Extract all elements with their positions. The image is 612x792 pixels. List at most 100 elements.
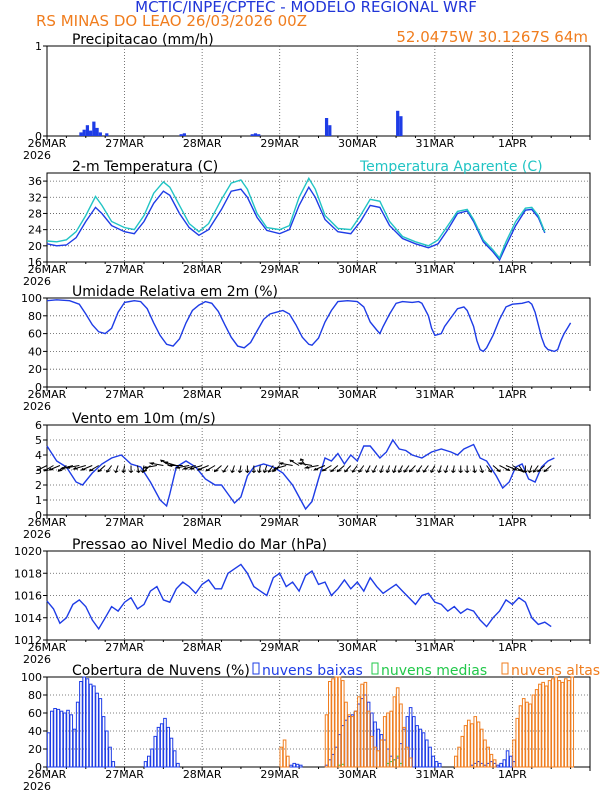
x-tick-label: 1APR — [498, 516, 527, 529]
cloud-bar-nuvens-altas — [563, 678, 568, 768]
cloud-bar-nuvens-altas — [399, 703, 403, 768]
x-tick-label: 27MAR — [105, 137, 144, 150]
cloud-bar-nuvens-baixas — [159, 723, 164, 768]
wind-arrow — [257, 465, 262, 474]
cloud-bar-nuvens-baixas — [166, 726, 171, 768]
wind-arrow — [174, 465, 190, 469]
wind-arrow — [182, 465, 196, 470]
wind-arrow — [230, 465, 235, 474]
x-tick-label: 31MAR — [416, 641, 455, 654]
wind-arrow — [391, 465, 397, 474]
cloud-bar-nuvens-baixas — [502, 759, 507, 768]
precip-bar — [95, 127, 99, 136]
x-tick-label: 1APR — [498, 137, 527, 150]
wind-arrow — [105, 465, 113, 473]
wind-arrow — [451, 465, 456, 474]
x-tick-label: 26MAR — [28, 768, 67, 781]
y-tick-label: 1 — [35, 494, 42, 507]
cloud-bar-nuvens-baixas — [46, 732, 51, 768]
cloud-bar-nuvens-altas — [282, 739, 287, 768]
x-tick-label: 26MAR — [28, 388, 67, 401]
x-tick-label: 29MAR — [260, 641, 299, 654]
x-tick-label: 31MAR — [416, 388, 455, 401]
cloud-bar-nuvens-baixas — [88, 683, 93, 768]
wind-arrow — [486, 465, 493, 473]
panel-title: Precipitacao (mm/h) — [72, 32, 214, 48]
wind-arrow — [214, 465, 222, 473]
x-tick-label: 30MAR — [338, 641, 377, 654]
cloud-bar-nuvens-altas — [463, 725, 468, 768]
precip-bar — [250, 134, 254, 136]
y-tick-label: 0 — [35, 761, 42, 774]
y-tick-label: 60 — [28, 328, 42, 341]
wind-arrow — [443, 465, 449, 474]
wind-arrow — [43, 465, 54, 472]
x-year-label: 2026 — [23, 275, 51, 288]
y-tick-label: 4 — [35, 449, 42, 462]
wind-arrow — [303, 465, 319, 469]
wind-arrow — [162, 461, 177, 466]
x-tick-label: 30MAR — [338, 516, 377, 529]
cloud-bar-nuvens-altas — [376, 750, 381, 768]
cloud-bar-nuvens-altas — [285, 755, 290, 768]
cloud-bar-nuvens-baixas — [172, 750, 177, 768]
wind-arrow — [277, 462, 293, 466]
panel-title: Pressao ao Nivel Medio do Mar (hPa) — [72, 537, 327, 553]
y-tick-label: 40 — [28, 345, 42, 358]
cloud-bar-nuvens-baixas — [143, 761, 148, 768]
cloud-bar-nuvens-baixas — [421, 732, 426, 768]
y-tick-label: 1 — [35, 40, 42, 53]
wind-arrow — [437, 465, 442, 474]
x-tick-label: 26MAR — [28, 516, 67, 529]
cloud-bar-nuvens-altas — [327, 681, 332, 768]
cloud-bar-nuvens-baixas — [62, 712, 67, 768]
y-tick-label: 0 — [35, 130, 42, 143]
cloud-bar-nuvens-altas — [370, 735, 374, 768]
cloud-bar-nuvens-baixas — [104, 730, 109, 768]
wind-arrow — [97, 465, 106, 473]
x-tick-label: 28MAR — [183, 137, 222, 150]
wind-arrow — [543, 465, 552, 473]
cloud-bar-nuvens-baixas — [53, 708, 57, 768]
cloud-bar-nuvens-baixas — [108, 746, 112, 768]
legend-swatch-low — [252, 662, 260, 675]
cloud-bar-nuvens-altas — [489, 753, 494, 768]
wind-arrow — [48, 465, 61, 471]
x-tick-label: 27MAR — [105, 388, 144, 401]
wind-arrow — [537, 465, 546, 473]
y-tick-label: 1014 — [14, 612, 42, 625]
panel-rh — [43, 297, 591, 391]
cloud-bar-nuvens-altas — [538, 683, 542, 768]
legend-label: Temperatura Aparente (C) — [359, 159, 543, 175]
series-line-slp — [46, 563, 552, 631]
wind-arrow — [142, 465, 157, 469]
cloud-bar-nuvens-baixas — [82, 676, 86, 768]
cloud-bar-nuvens-altas — [457, 746, 461, 768]
cloud-bar-nuvens-altas — [525, 701, 529, 768]
x-year-label: 2026 — [23, 653, 51, 666]
panel-frame — [46, 297, 591, 388]
cloud-bar-nuvens-altas — [492, 759, 497, 768]
cloud-bar-nuvens-altas — [541, 681, 545, 768]
cloud-bar-nuvens-baixas — [153, 735, 158, 768]
cloud-bar-nuvens-altas — [340, 680, 345, 768]
y-tick-label: 2 — [35, 479, 42, 492]
cloud-bar-nuvens-baixas — [418, 728, 423, 768]
cloud-bar-nuvens-altas — [512, 739, 516, 768]
panel-frame — [46, 45, 591, 137]
wind-arrow — [205, 465, 216, 472]
cloud-bar-nuvens-baixas — [72, 728, 77, 768]
x-tick-label: 29MAR — [260, 388, 299, 401]
y-tick-label: 24 — [28, 224, 42, 237]
series-line-rh — [46, 299, 572, 353]
header-station-date: RS MINAS DO LEAO 26/03/2026 00Z — [36, 12, 307, 30]
cloud-bar-nuvens-baixas — [98, 698, 103, 768]
cloud-bar-nuvens-altas — [567, 680, 571, 768]
cloud-bar-nuvens-baixas — [69, 714, 74, 768]
wind-arrow — [72, 465, 86, 470]
wind-arrow — [166, 464, 183, 467]
x-tick-label: 1APR — [498, 263, 527, 276]
y-tick-label: 80 — [28, 689, 42, 702]
cloud-bar-nuvens-baixas — [50, 710, 54, 768]
